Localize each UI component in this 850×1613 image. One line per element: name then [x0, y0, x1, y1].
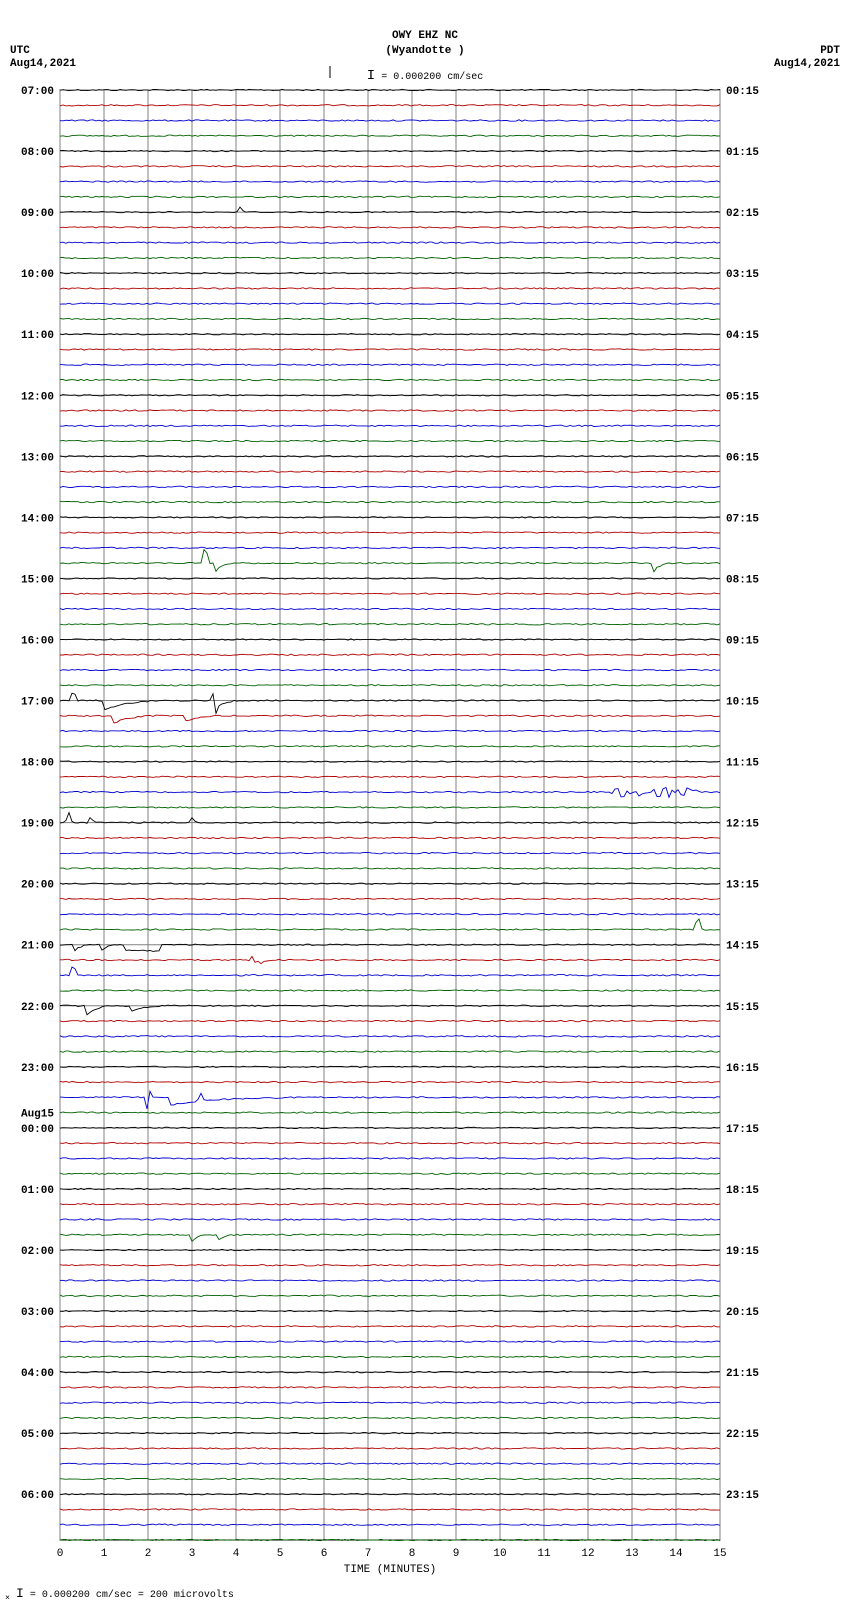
footer-scale: × I = 0.000200 cm/sec = 200 microvolts [5, 1586, 234, 1603]
svg-text:5: 5 [277, 1548, 284, 1560]
svg-text:14:15: 14:15 [726, 941, 759, 953]
svg-text:06:15: 06:15 [726, 452, 759, 464]
svg-text:6: 6 [321, 1548, 328, 1560]
svg-text:09:15: 09:15 [726, 635, 759, 647]
svg-text:11:15: 11:15 [726, 758, 759, 770]
svg-text:12: 12 [581, 1548, 594, 1560]
svg-text:01:00: 01:00 [21, 1185, 54, 1197]
svg-text:01:15: 01:15 [726, 147, 759, 159]
svg-text:8: 8 [409, 1548, 416, 1560]
svg-text:12:00: 12:00 [21, 391, 54, 403]
svg-text:05:15: 05:15 [726, 391, 759, 403]
svg-text:11: 11 [537, 1548, 551, 1560]
svg-text:TIME (MINUTES): TIME (MINUTES) [344, 1564, 436, 1576]
svg-text:12:15: 12:15 [726, 819, 759, 831]
seismogram-container: OWY EHZ NC (Wyandotte ) UTC Aug14,2021 P… [0, 0, 850, 1613]
svg-text:1: 1 [101, 1548, 108, 1560]
svg-text:03:00: 03:00 [21, 1307, 54, 1319]
svg-text:21:15: 21:15 [726, 1368, 759, 1380]
svg-text:21:00: 21:00 [21, 941, 54, 953]
svg-text:03:15: 03:15 [726, 269, 759, 281]
seismogram-plot: 0123456789101112131415TIME (MINUTES)07:0… [0, 0, 850, 1613]
svg-text:13:00: 13:00 [21, 452, 54, 464]
svg-text:11:00: 11:00 [21, 330, 54, 342]
svg-text:3: 3 [189, 1548, 196, 1560]
svg-text:14: 14 [669, 1548, 683, 1560]
svg-text:04:15: 04:15 [726, 330, 759, 342]
svg-text:16:00: 16:00 [21, 635, 54, 647]
svg-text:2: 2 [145, 1548, 152, 1560]
svg-text:10: 10 [493, 1548, 506, 1560]
svg-text:0: 0 [57, 1548, 64, 1560]
svg-text:10:15: 10:15 [726, 697, 759, 709]
svg-text:07:00: 07:00 [21, 86, 54, 98]
svg-text:15: 15 [713, 1548, 726, 1560]
svg-text:16:15: 16:15 [726, 1063, 759, 1075]
svg-text:19:00: 19:00 [21, 819, 54, 831]
svg-text:20:15: 20:15 [726, 1307, 759, 1319]
svg-text:20:00: 20:00 [21, 880, 54, 892]
svg-text:18:00: 18:00 [21, 758, 54, 770]
svg-text:23:00: 23:00 [21, 1063, 54, 1075]
svg-text:17:00: 17:00 [21, 697, 54, 709]
svg-text:18:15: 18:15 [726, 1185, 759, 1197]
svg-text:08:15: 08:15 [726, 574, 759, 586]
svg-text:9: 9 [453, 1548, 460, 1560]
svg-text:02:00: 02:00 [21, 1246, 54, 1258]
svg-text:04:00: 04:00 [21, 1368, 54, 1380]
svg-text:Aug15: Aug15 [21, 1109, 54, 1121]
svg-text:02:15: 02:15 [726, 208, 759, 220]
svg-text:00:15: 00:15 [726, 86, 759, 98]
svg-text:10:00: 10:00 [21, 269, 54, 281]
svg-text:22:15: 22:15 [726, 1429, 759, 1441]
svg-text:13: 13 [625, 1548, 638, 1560]
svg-text:4: 4 [233, 1548, 240, 1560]
svg-text:7: 7 [365, 1548, 372, 1560]
svg-text:19:15: 19:15 [726, 1246, 759, 1258]
svg-text:00:00: 00:00 [21, 1124, 54, 1136]
svg-text:07:15: 07:15 [726, 513, 759, 525]
svg-text:06:00: 06:00 [21, 1490, 54, 1502]
svg-text:17:15: 17:15 [726, 1124, 759, 1136]
svg-text:15:15: 15:15 [726, 1002, 759, 1014]
svg-text:14:00: 14:00 [21, 513, 54, 525]
svg-text:13:15: 13:15 [726, 880, 759, 892]
svg-text:15:00: 15:00 [21, 574, 54, 586]
svg-text:08:00: 08:00 [21, 147, 54, 159]
svg-text:05:00: 05:00 [21, 1429, 54, 1441]
svg-text:09:00: 09:00 [21, 208, 54, 220]
svg-text:23:15: 23:15 [726, 1490, 759, 1502]
svg-text:22:00: 22:00 [21, 1002, 54, 1014]
